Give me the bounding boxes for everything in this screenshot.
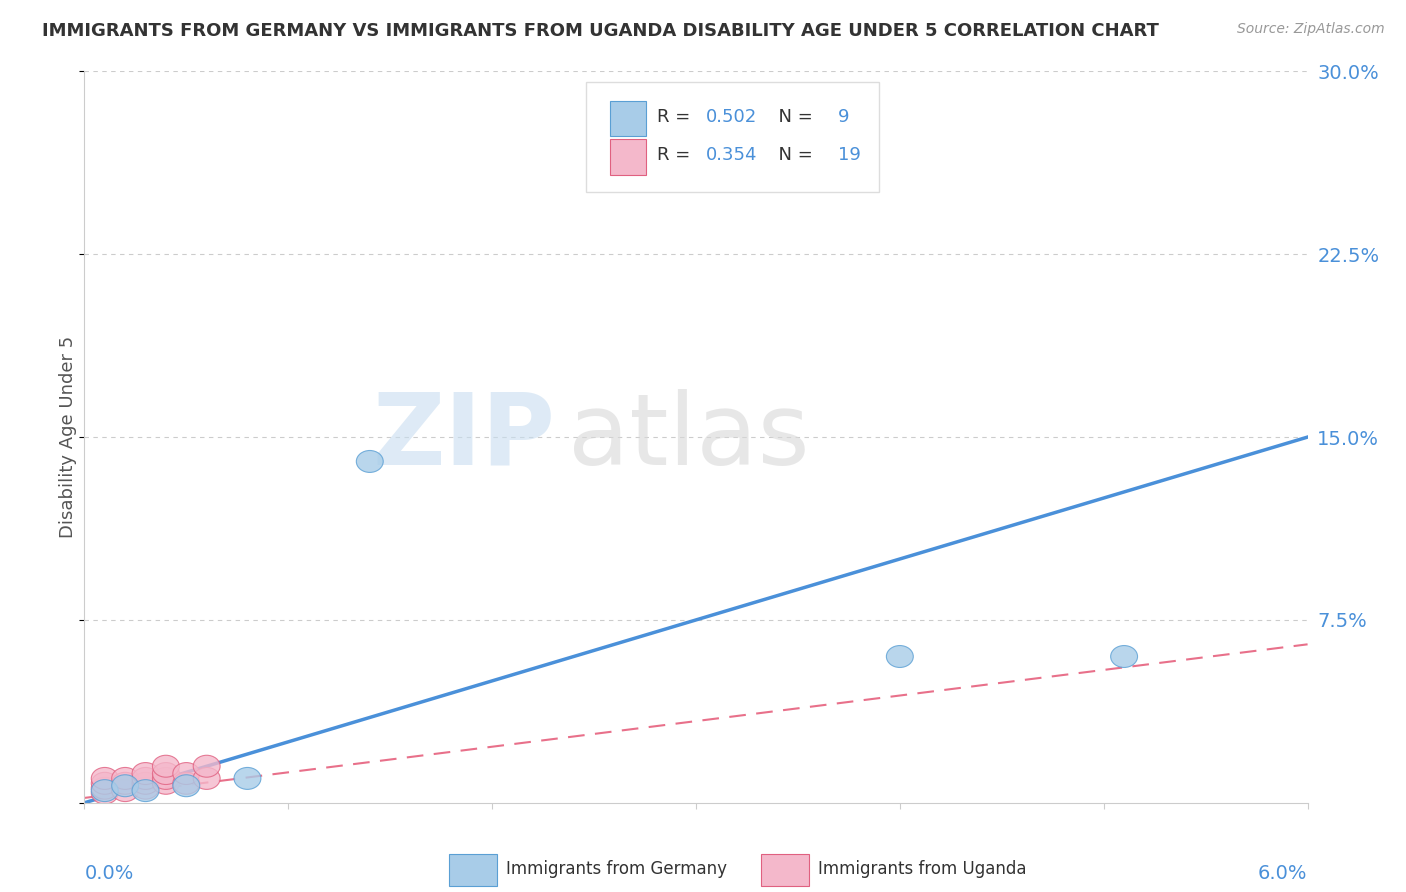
Ellipse shape <box>152 756 180 777</box>
Text: IMMIGRANTS FROM GERMANY VS IMMIGRANTS FROM UGANDA DISABILITY AGE UNDER 5 CORRELA: IMMIGRANTS FROM GERMANY VS IMMIGRANTS FR… <box>42 22 1159 40</box>
Ellipse shape <box>132 777 159 799</box>
FancyBboxPatch shape <box>610 139 645 175</box>
Ellipse shape <box>744 145 770 168</box>
Ellipse shape <box>152 767 180 789</box>
Y-axis label: Disability Age Under 5: Disability Age Under 5 <box>59 336 77 538</box>
Ellipse shape <box>193 756 221 777</box>
Ellipse shape <box>132 780 159 802</box>
Text: 19: 19 <box>838 146 860 164</box>
Ellipse shape <box>173 763 200 785</box>
Ellipse shape <box>111 775 139 797</box>
Ellipse shape <box>91 767 118 789</box>
Ellipse shape <box>152 763 180 785</box>
Ellipse shape <box>132 763 159 785</box>
Ellipse shape <box>111 772 139 794</box>
Ellipse shape <box>173 775 200 797</box>
Text: 0.502: 0.502 <box>706 108 756 126</box>
Text: 0.0%: 0.0% <box>84 863 134 883</box>
Text: 0.354: 0.354 <box>706 146 758 164</box>
Text: atlas: atlas <box>568 389 810 485</box>
Ellipse shape <box>173 772 200 794</box>
Ellipse shape <box>132 767 159 789</box>
Text: Immigrants from Uganda: Immigrants from Uganda <box>818 860 1026 878</box>
Ellipse shape <box>91 777 118 799</box>
Ellipse shape <box>91 780 118 802</box>
Ellipse shape <box>886 646 914 667</box>
Ellipse shape <box>91 772 118 794</box>
Text: 9: 9 <box>838 108 849 126</box>
FancyBboxPatch shape <box>449 854 496 886</box>
Text: 6.0%: 6.0% <box>1258 863 1308 883</box>
Ellipse shape <box>111 767 139 789</box>
Ellipse shape <box>356 450 384 473</box>
FancyBboxPatch shape <box>610 101 645 136</box>
Text: R =: R = <box>657 146 696 164</box>
FancyBboxPatch shape <box>586 82 880 192</box>
Text: ZIP: ZIP <box>373 389 555 485</box>
Ellipse shape <box>193 767 221 789</box>
FancyBboxPatch shape <box>761 854 808 886</box>
Text: N =: N = <box>766 146 818 164</box>
Ellipse shape <box>91 782 118 804</box>
Text: N =: N = <box>766 108 818 126</box>
Text: Immigrants from Germany: Immigrants from Germany <box>506 860 727 878</box>
Ellipse shape <box>132 772 159 794</box>
Ellipse shape <box>152 772 180 794</box>
Ellipse shape <box>111 780 139 802</box>
Ellipse shape <box>1111 646 1137 667</box>
Text: Source: ZipAtlas.com: Source: ZipAtlas.com <box>1237 22 1385 37</box>
Ellipse shape <box>233 767 262 789</box>
Text: R =: R = <box>657 108 696 126</box>
